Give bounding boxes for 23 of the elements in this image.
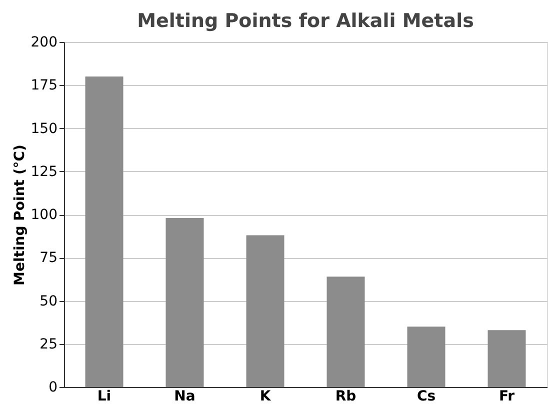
x-tick-label: K xyxy=(260,388,272,404)
y-tick-label: 25 xyxy=(40,336,58,352)
x-tick-label: Rb xyxy=(335,388,356,404)
x-tick-label: Li xyxy=(97,388,112,404)
y-tick-label: 175 xyxy=(30,78,58,94)
bar xyxy=(166,218,204,387)
y-tick-label: 125 xyxy=(30,164,58,180)
bar xyxy=(326,276,365,387)
y-axis-title: Melting Point (°C) xyxy=(12,144,28,286)
y-tick-label: 150 xyxy=(30,120,58,137)
x-tick-label: Fr xyxy=(498,388,515,404)
bar xyxy=(85,76,124,387)
x-tick-label: Na xyxy=(174,388,196,404)
bar xyxy=(488,330,526,387)
y-tick-label: 200 xyxy=(30,34,58,50)
y-tick-label: 100 xyxy=(30,207,58,223)
y-tick-label: 0 xyxy=(48,380,58,396)
y-tick-label: 50 xyxy=(40,293,58,310)
y-tick-label: 75 xyxy=(40,250,58,266)
bar xyxy=(407,326,446,387)
chart-title: Melting Points for Alkali Metals xyxy=(137,10,474,32)
x-tick-label: Cs xyxy=(416,388,436,404)
bar xyxy=(246,235,284,387)
